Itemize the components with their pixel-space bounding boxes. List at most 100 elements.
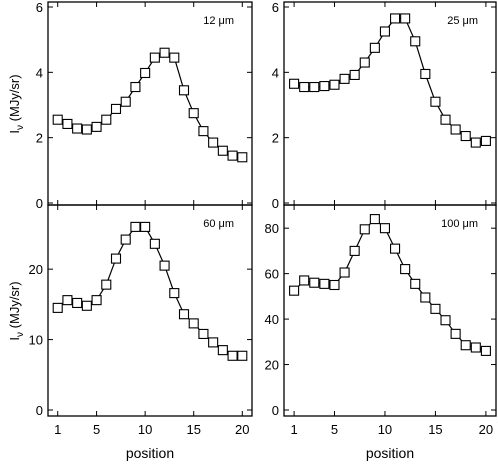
x-tick-label: 15 [428,422,442,437]
y-tick-label: 2 [272,131,279,146]
data-point [159,260,170,271]
data-point [208,337,219,348]
y-tick-label: 6 [36,0,43,15]
data-point [227,150,238,161]
data-point [299,81,310,93]
panel-frame [47,1,253,206]
data-point [339,73,350,84]
x-tick-label: 20 [479,422,493,437]
y-tick-label: 0 [272,196,279,211]
data-point [169,52,180,63]
y-tick-label: 40 [265,312,279,327]
data-point [149,238,160,249]
y-tick-label: 4 [36,65,43,80]
x-tick-label: 15 [186,422,200,437]
data-point [379,26,391,37]
data-point [369,214,380,225]
wavelength-label: 60 μm [203,218,234,230]
data-point [400,13,411,24]
data-point [52,302,63,313]
data-point [379,223,391,234]
data-point [359,57,370,68]
data-point [120,234,131,245]
data-point [81,300,92,311]
data-point [389,13,401,24]
y-tick-label: 6 [272,0,279,15]
data-point [319,81,330,92]
data-point [198,126,209,137]
panel-frame [283,204,497,417]
y-tick-label: 0 [272,403,279,418]
data-point [101,114,112,125]
data-point [339,267,350,278]
y-tick-label: 20 [265,358,279,373]
data-point [470,342,481,353]
x-tick-label: 5 [93,422,100,437]
data-point [198,328,209,339]
panel-frame [47,204,253,417]
wavelength-label: 12 μm [203,15,234,27]
data-point [289,78,300,89]
data-point [289,285,300,296]
data-point [410,278,421,289]
data-point [62,118,73,129]
data-point [389,243,401,254]
data-point [470,137,481,148]
data-point [227,350,238,361]
data-point [460,130,471,142]
wavelength-label: 100 μm [441,218,478,230]
data-point [178,85,190,96]
x-tick-label: 10 [378,422,392,437]
data-point [72,297,83,309]
x-tick-label: 5 [331,422,338,437]
data-point [81,124,92,135]
data-point [410,36,421,47]
data-point [450,328,461,339]
x-tick-label: 10 [138,422,152,437]
x-tick-label: 20 [235,422,249,437]
data-point [480,345,491,356]
x-tick-label: 1 [54,422,61,437]
y-axis-label: Iν (MJy/sr) [7,281,26,340]
y-tick-label: 80 [265,221,279,236]
data-point [359,224,370,235]
data-point [460,340,471,351]
data-point [237,152,248,163]
data-point [159,47,170,58]
wavelength-label: 25 μm [447,15,478,27]
data-point [319,278,330,289]
data-point [91,295,102,306]
data-point [480,135,491,146]
data-point [309,277,320,288]
data-point [349,245,360,256]
data-point [169,288,180,299]
data-point [52,114,63,125]
data-point [217,145,228,156]
data-point [120,96,131,107]
data-point [349,69,360,80]
data-point [369,42,380,53]
data-point [420,68,431,80]
data-point [237,350,248,361]
y-tick-label: 2 [36,131,43,146]
y-tick-label: 60 [265,267,279,282]
data-point [62,295,73,306]
x-axis-label: position [366,445,414,461]
y-axis-label: Iν (MJy/sr) [7,74,26,133]
data-point [420,292,431,303]
data-point [130,221,141,232]
data-point [140,67,151,79]
data-point [299,275,310,286]
data-point [72,123,83,134]
y-tick-label: 10 [29,333,43,348]
data-point [440,315,451,326]
data-point [450,124,461,135]
data-point [110,253,122,264]
data-point [130,81,141,93]
data-point [329,279,340,291]
panel-1: 0 2 4 6 12 μm [36,0,253,211]
panel-2: 0 2 4 6 25 μm [272,0,497,211]
x-axis-label: position [126,445,174,461]
